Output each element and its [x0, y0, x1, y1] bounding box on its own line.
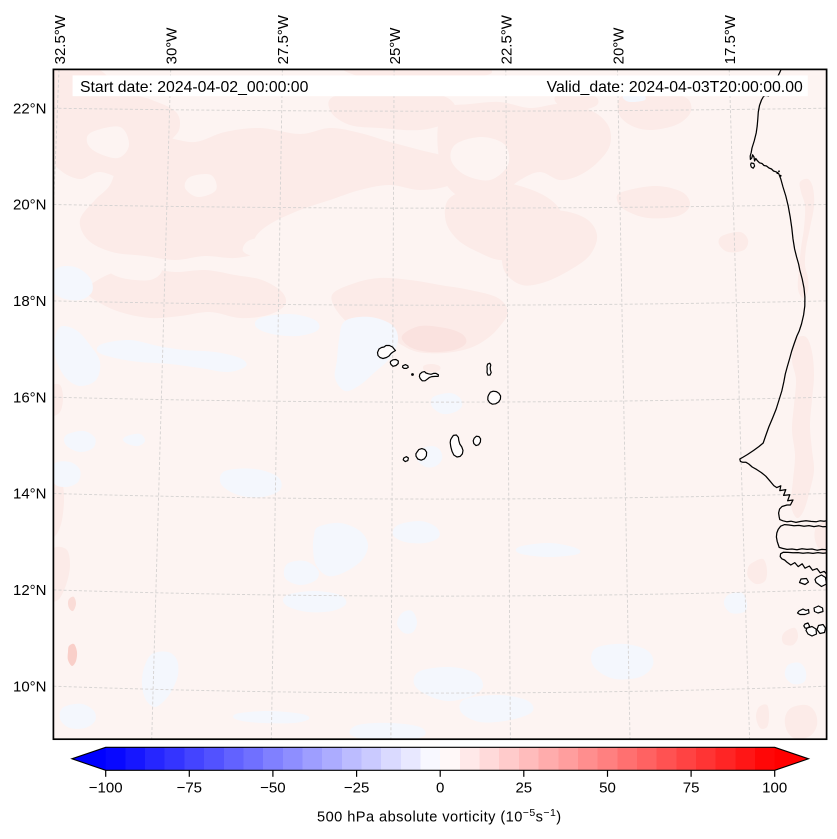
svg-text:500 hPa absolute vorticity (10: 500 hPa absolute vorticity (10−5s−1) — [317, 807, 562, 826]
svg-text:22.5°W: 22.5°W — [499, 14, 516, 64]
svg-text:−50: −50 — [260, 780, 285, 797]
svg-text:10°N: 10°N — [13, 678, 47, 695]
svg-text:−75: −75 — [177, 780, 202, 797]
svg-text:−25: −25 — [344, 780, 369, 797]
svg-text:50: 50 — [599, 780, 616, 797]
svg-text:0: 0 — [436, 780, 444, 797]
svg-text:17.5°W: 17.5°W — [722, 14, 739, 64]
svg-text:27.5°W: 27.5°W — [275, 14, 292, 64]
svg-text:14°N: 14°N — [13, 486, 47, 503]
svg-text:75: 75 — [683, 780, 700, 797]
svg-text:100: 100 — [762, 780, 787, 797]
svg-text:Valid_date: 2024-04-03T20:00:0: Valid_date: 2024-04-03T20:00:00.00 — [547, 79, 803, 96]
svg-text:25°W: 25°W — [387, 27, 404, 65]
svg-text:22°N: 22°N — [13, 100, 47, 117]
svg-text:18°N: 18°N — [13, 293, 47, 310]
svg-text:Start date: 2024-04-02_00:00:0: Start date: 2024-04-02_00:00:00 — [80, 79, 309, 96]
svg-text:16°N: 16°N — [13, 389, 47, 406]
svg-text:−100: −100 — [89, 780, 123, 797]
svg-text:12°N: 12°N — [13, 582, 47, 599]
svg-text:20°N: 20°N — [13, 197, 47, 214]
svg-text:32.5°W: 32.5°W — [52, 14, 69, 64]
svg-text:20°W: 20°W — [610, 27, 627, 65]
svg-text:25: 25 — [515, 780, 532, 797]
svg-text:30°W: 30°W — [164, 27, 181, 65]
